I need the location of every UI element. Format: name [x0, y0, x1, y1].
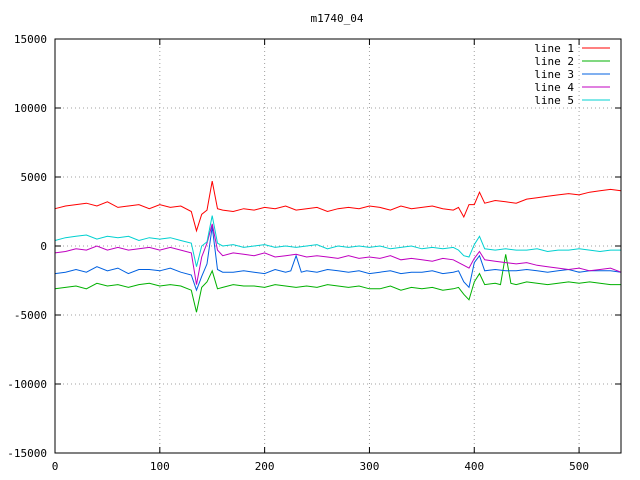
series-lines [54, 181, 622, 313]
x-tick-label: 300 [360, 460, 380, 473]
series-line-3 [54, 226, 622, 292]
y-tick-label: -10000 [7, 378, 47, 391]
legend-label: line 1 [534, 42, 574, 55]
series-line-2 [54, 254, 621, 313]
x-tick-label: 400 [464, 460, 484, 473]
legend-label: line 4 [534, 81, 574, 94]
y-tick-label: -5000 [14, 309, 47, 322]
legend-label: line 2 [534, 55, 574, 68]
x-tick-label: 0 [52, 460, 59, 473]
legend-label: line 3 [534, 68, 574, 81]
y-tick-label: 5000 [21, 171, 48, 184]
y-tick-label: 10000 [14, 102, 47, 115]
chart-title: m1740_04 [311, 12, 364, 25]
grid-lines [55, 39, 621, 453]
x-tick-label: 100 [150, 460, 170, 473]
axis-ticks: -15000 -10000 -5000 0 5000 10000 15000 0 100 200 3… [7, 33, 621, 473]
x-tick-label: 200 [255, 460, 275, 473]
series-line-4 [54, 223, 622, 285]
y-tick-label: -15000 [7, 447, 47, 460]
y-tick-label: 15000 [14, 33, 47, 46]
y-tick-label: 0 [40, 240, 47, 253]
series-line-1 [54, 181, 622, 233]
legend-label: line 5 [534, 94, 574, 107]
series-line-5 [54, 215, 621, 267]
x-tick-label: 500 [569, 460, 589, 473]
